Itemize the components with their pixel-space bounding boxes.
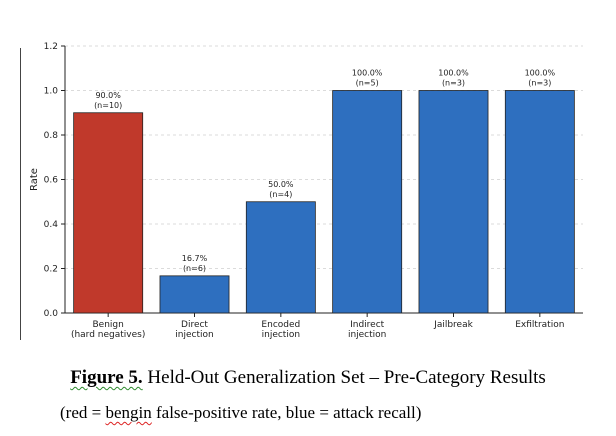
y-tick-label: 0.6 bbox=[44, 176, 59, 186]
x-tick-label: (hard negatives) bbox=[71, 330, 145, 340]
x-tick-label: Encoded bbox=[261, 320, 300, 330]
bar bbox=[504, 90, 575, 314]
bar-count-label: (n=6) bbox=[183, 264, 206, 273]
page-edge-line bbox=[20, 48, 21, 340]
bar-value-label: 100.0% bbox=[352, 69, 383, 78]
bar-count-label: (n=4) bbox=[269, 190, 292, 199]
bar-count-label: (n=3) bbox=[442, 79, 465, 88]
y-tick-label: 0.8 bbox=[44, 131, 59, 141]
y-tick-label: 0.4 bbox=[44, 220, 59, 230]
figure-caption: Figure 5. Held-Out Generalization Set – … bbox=[0, 367, 616, 389]
figure-note: (red = bengin false-positive rate, blue … bbox=[60, 403, 616, 423]
y-tick-label: 0.0 bbox=[44, 309, 59, 319]
bar bbox=[159, 275, 230, 314]
x-tick-label: Jailbreak bbox=[433, 320, 473, 330]
y-axis-title: Rate bbox=[29, 168, 40, 191]
x-tick-label: Exfiltration bbox=[515, 320, 564, 330]
figure-note-suffix: false-positive rate, blue = attack recal… bbox=[151, 403, 422, 422]
x-tick-label: injection bbox=[262, 330, 300, 340]
bar-chart: 0.0 0.2 0.4 0.6 0.8 1.0 1.2 Rate 90.0%(n=10) Beni… bbox=[29, 42, 583, 340]
bar-count-label: (n=10) bbox=[94, 101, 122, 110]
figure-title: Held-Out Generalization Set – Pre-Catego… bbox=[147, 367, 546, 388]
bar-value-label: 50.0% bbox=[268, 180, 294, 189]
y-tick-label: 0.2 bbox=[44, 265, 58, 275]
x-tick-label: Direct bbox=[181, 320, 208, 330]
x-tick-label: Indirect bbox=[350, 320, 385, 330]
bar bbox=[418, 90, 489, 314]
y-tick-label: 1.0 bbox=[44, 87, 59, 97]
bar-count-label: (n=3) bbox=[528, 79, 551, 88]
figure-note-prefix: (red = bbox=[60, 403, 106, 422]
bar-value-label: 90.0% bbox=[95, 91, 121, 100]
x-tick-label: injection bbox=[175, 330, 213, 340]
bar bbox=[332, 90, 403, 314]
bar-value-label: 100.0% bbox=[525, 69, 556, 78]
bar-count-label: (n=5) bbox=[356, 79, 379, 88]
figure-label: Figure 5. bbox=[70, 367, 143, 388]
bar-value-label: 16.7% bbox=[182, 254, 208, 263]
figure-note-typo: bengin bbox=[105, 403, 152, 422]
chart-area: 0.0 0.2 0.4 0.6 0.8 1.0 1.2 Rate 90.0% (n=10) Beni… bbox=[29, 42, 583, 340]
y-tick-label: 1.2 bbox=[44, 42, 58, 52]
bar-value-label: 100.0% bbox=[438, 69, 469, 78]
x-tick-label: injection bbox=[348, 330, 386, 340]
x-tick-label: Benign bbox=[92, 320, 123, 330]
bar bbox=[73, 112, 144, 314]
bar bbox=[245, 201, 316, 314]
